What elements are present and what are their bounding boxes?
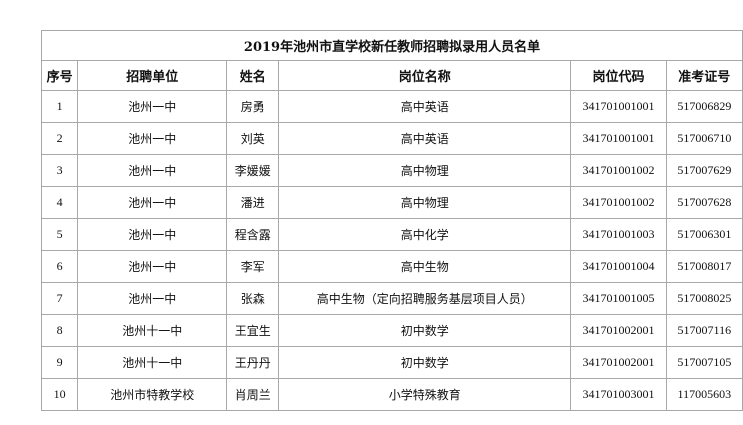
table-title: 2019年池州市直学校新任教师招聘拟录用人员名单	[41, 30, 743, 61]
cell-position: 高中物理	[278, 154, 572, 187]
cell-exam-no: 117005603	[665, 378, 743, 411]
cell-position: 小学特殊教育	[278, 378, 572, 411]
table-row: 6 池州一中 李军 高中生物 341701001004 517008017	[40, 250, 743, 283]
cell-code: 341701002001	[570, 314, 667, 347]
cell-unit: 池州十一中	[77, 346, 228, 379]
cell-exam-no: 517007628	[665, 186, 743, 219]
cell-name: 房勇	[226, 90, 280, 123]
cell-index: 9	[40, 346, 79, 379]
cell-exam-no: 517007116	[665, 314, 743, 347]
cell-exam-no: 517007105	[665, 346, 743, 379]
cell-position: 初中数学	[278, 346, 572, 379]
cell-name: 王丹丹	[226, 346, 280, 379]
cell-unit: 池州十一中	[77, 314, 228, 347]
table-row: 5 池州一中 程含露 高中化学 341701001003 517006301	[40, 218, 743, 251]
table-row: 9 池州十一中 王丹丹 初中数学 341701002001 517007105	[40, 346, 743, 379]
cell-name: 刘英	[226, 122, 280, 155]
cell-index: 2	[40, 122, 79, 155]
header-position: 岗位名称	[278, 60, 572, 91]
table-row: 2 池州一中 刘英 高中英语 341701001001 517006710	[40, 122, 743, 155]
roster-table: 2019年池州市直学校新任教师招聘拟录用人员名单 序号 招聘单位 姓名 岗位名称…	[40, 30, 743, 411]
cell-position: 高中物理	[278, 186, 572, 219]
cell-index: 3	[40, 154, 79, 187]
cell-index: 1	[40, 90, 79, 123]
cell-code: 341701001003	[570, 218, 667, 251]
cell-exam-no: 517007629	[665, 154, 743, 187]
table-row: 10 池州市特教学校 肖周兰 小学特殊教育 341701003001 117005603	[40, 378, 743, 411]
table-row: 1 池州一中 房勇 高中英语 341701001001 517006829	[40, 90, 743, 123]
cell-unit: 池州一中	[77, 90, 228, 123]
cell-index: 7	[40, 282, 79, 315]
cell-index: 5	[40, 218, 79, 251]
cell-name: 程含露	[226, 218, 280, 251]
cell-index: 10	[40, 378, 79, 411]
table-title-row: 2019年池州市直学校新任教师招聘拟录用人员名单	[41, 30, 743, 61]
cell-position: 高中化学	[278, 218, 572, 251]
cell-name: 张森	[226, 282, 280, 315]
cell-position: 初中数学	[278, 314, 572, 347]
cell-unit: 池州一中	[77, 282, 228, 315]
cell-name: 潘进	[226, 186, 280, 219]
header-unit: 招聘单位	[77, 60, 228, 91]
cell-exam-no: 517006301	[665, 218, 743, 251]
cell-code: 341701001005	[570, 282, 667, 315]
cell-name: 李军	[226, 250, 280, 283]
cell-position: 高中英语	[278, 122, 572, 155]
header-code: 岗位代码	[570, 60, 667, 91]
roster-table-container: 2019年池州市直学校新任教师招聘拟录用人员名单 序号 招聘单位 姓名 岗位名称…	[40, 30, 743, 411]
cell-unit: 池州一中	[77, 218, 228, 251]
cell-unit: 池州一中	[77, 250, 228, 283]
cell-exam-no: 517008017	[665, 250, 743, 283]
table-row: 7 池州一中 张森 高中生物（定向招聘服务基层项目人员） 341701001005 517…	[40, 282, 743, 315]
cell-position: 高中生物（定向招聘服务基层项目人员）	[278, 282, 572, 315]
table-row: 8 池州十一中 王宜生 初中数学 341701002001 517007116	[40, 314, 743, 347]
cell-index: 8	[40, 314, 79, 347]
cell-exam-no: 517006829	[665, 90, 743, 123]
header-exam-no: 准考证号	[665, 60, 743, 91]
cell-position: 高中生物	[278, 250, 572, 283]
cell-name: 李媛媛	[226, 154, 280, 187]
cell-name: 王宜生	[226, 314, 280, 347]
cell-code: 341701001004	[570, 250, 667, 283]
table-header-row: 序号 招聘单位 姓名 岗位名称 岗位代码 准考证号	[40, 60, 743, 91]
cell-unit: 池州市特教学校	[77, 378, 228, 411]
cell-code: 341701001001	[570, 122, 667, 155]
header-index: 序号	[40, 60, 79, 91]
cell-code: 341701001001	[570, 90, 667, 123]
cell-code: 341701003001	[570, 378, 667, 411]
cell-index: 6	[40, 250, 79, 283]
cell-code: 341701001002	[570, 154, 667, 187]
header-name: 姓名	[226, 60, 280, 91]
table-row: 4 池州一中 潘进 高中物理 341701001002 517007628	[40, 186, 743, 219]
cell-exam-no: 517006710	[665, 122, 743, 155]
cell-index: 4	[40, 186, 79, 219]
roster-table-body: 2019年池州市直学校新任教师招聘拟录用人员名单 序号 招聘单位 姓名 岗位名称…	[40, 30, 743, 411]
cell-unit: 池州一中	[77, 122, 228, 155]
cell-code: 341701001002	[570, 186, 667, 219]
cell-exam-no: 517008025	[665, 282, 743, 315]
cell-unit: 池州一中	[77, 186, 228, 219]
cell-unit: 池州一中	[77, 154, 228, 187]
table-row: 3 池州一中 李媛媛 高中物理 341701001002 517007629	[40, 154, 743, 187]
cell-code: 341701002001	[570, 346, 667, 379]
cell-position: 高中英语	[278, 90, 572, 123]
cell-name: 肖周兰	[226, 378, 280, 411]
